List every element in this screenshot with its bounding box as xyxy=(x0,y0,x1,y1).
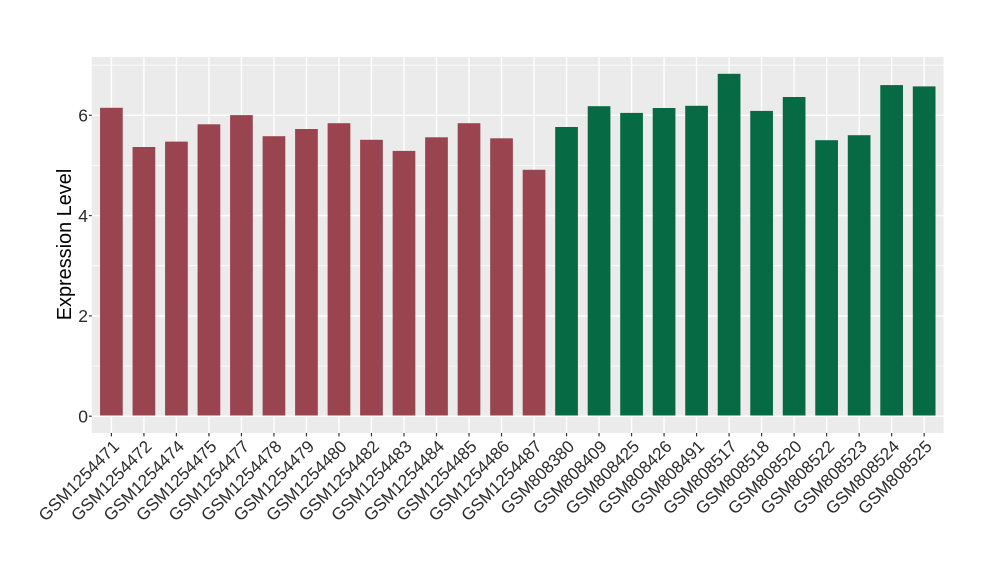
svg-text:0: 0 xyxy=(78,406,88,426)
svg-text:4: 4 xyxy=(78,206,88,226)
svg-text:6: 6 xyxy=(78,106,88,126)
svg-text:2: 2 xyxy=(78,306,88,326)
svg-text:Expression Level: Expression Level xyxy=(54,169,76,320)
